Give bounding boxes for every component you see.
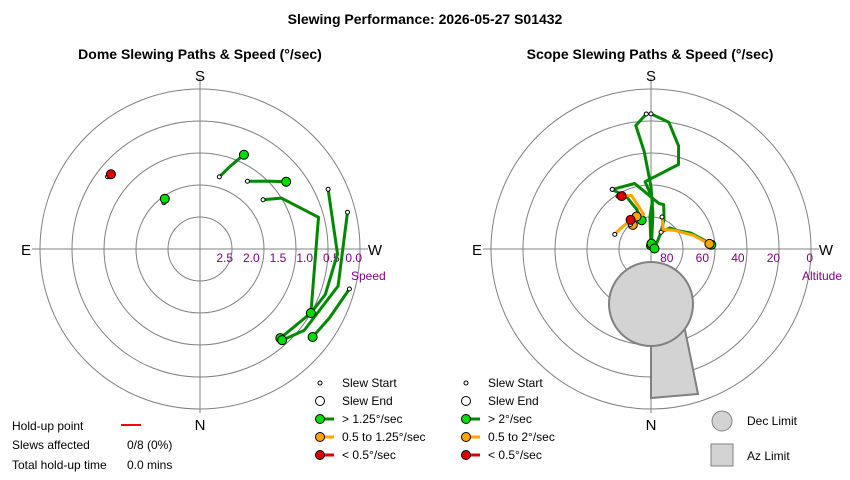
- scope-slew-start-marker: [643, 111, 649, 117]
- dec-limit-region: [608, 261, 694, 347]
- scope-slew-start-marker: [612, 231, 618, 237]
- scope-slew-start-marker: [648, 111, 654, 117]
- scope-compass-east: E: [472, 242, 482, 259]
- scope-slew-end-marker: [649, 243, 660, 254]
- dome-slew-start-marker: [260, 197, 266, 203]
- legend-item-label: 0.5 to 1.25°/sec: [342, 430, 426, 444]
- scope-slew-path: [634, 112, 655, 246]
- dec-limit-legend-swatch: [711, 410, 733, 432]
- legend-item-label: < 0.5°/sec: [342, 448, 396, 462]
- scope-slew-start-marker: [659, 214, 665, 220]
- dome-slew-end-marker: [307, 331, 318, 342]
- legend-speed-marker-swatch: [461, 414, 471, 424]
- total-holdup-label: Total hold-up time: [12, 458, 107, 472]
- dome-slew-path: [311, 287, 351, 339]
- legend-slew-start-swatch: [463, 380, 469, 386]
- figure-title: Slewing Performance: 2026-05-27 S01432: [288, 11, 563, 27]
- legend-slew-end-swatch: [461, 396, 471, 406]
- dome-slew-end-marker: [305, 308, 316, 318]
- legend-item-label: > 2°/sec: [488, 412, 532, 426]
- dome-slew-end-marker: [159, 193, 170, 204]
- dome-slew-start-marker: [325, 186, 331, 192]
- scope-limits: [608, 261, 700, 400]
- scope-slew-start-marker: [609, 186, 615, 192]
- scope-radial-ticks: 80 60 40 20 0: [660, 251, 813, 265]
- dome-chart-title: Dome Slewing Paths & Speed (°/sec): [78, 46, 322, 62]
- scope-polar-chart: Scope Slewing Paths & Speed (°/sec) S N …: [472, 46, 842, 434]
- scope-radial-axis-name: Altitude: [802, 269, 842, 283]
- legend-speed-marker-swatch: [461, 450, 471, 460]
- dome-slew-end-marker: [281, 176, 292, 187]
- scope-compass-south: S: [646, 68, 656, 85]
- dome-slew-end-marker: [277, 335, 288, 346]
- total-holdup-value: 0.0 mins: [127, 458, 172, 472]
- legend-speed-marker-swatch: [315, 432, 325, 442]
- scope-radial-tick-label: 60: [696, 251, 710, 265]
- legend-item-label: Slew End: [342, 394, 393, 408]
- scope-chart-title: Scope Slewing Paths & Speed (°/sec): [527, 46, 774, 62]
- scope-radial-tick-label: 20: [767, 251, 781, 265]
- dome-slew-start-marker: [244, 178, 250, 184]
- dome-slew-paths: [105, 149, 352, 346]
- slews-affected-value: 0/8 (0%): [127, 438, 172, 452]
- legend-speed-marker-swatch: [461, 432, 471, 442]
- scope-compass-west: W: [819, 242, 834, 259]
- scope-slew-path: [643, 112, 681, 247]
- scope-radial-tick-label: 40: [731, 251, 745, 265]
- dome-compass-east: E: [21, 242, 31, 259]
- dome-compass-west: W: [368, 242, 383, 259]
- dome-radial-tick-label: 2.0: [243, 251, 260, 265]
- scope-legend: Slew Start Slew End > 2°/sec 0.5 to 2°/sec <…: [461, 376, 555, 462]
- dome-slew-path: [245, 179, 288, 184]
- az-limit-legend-swatch: [710, 443, 734, 467]
- dome-radial-tick-label: 2.5: [216, 251, 233, 265]
- scope-slew-path: [660, 215, 711, 246]
- legend-speed-marker-swatch: [315, 450, 325, 460]
- limits-legend: Dec Limit Az Limit: [710, 410, 798, 467]
- dome-slew-path: [261, 196, 320, 340]
- dome-slew-end-marker: [238, 149, 249, 160]
- legend-item-label: < 0.5°/sec: [488, 448, 542, 462]
- legend-item-label: Slew Start: [342, 376, 397, 390]
- dome-polar-grid: [32, 78, 368, 413]
- scope-radial-tick-label: 80: [660, 251, 674, 265]
- dome-radial-ticks: 2.5 2.0 1.5 1.0 0.5 0.0: [216, 251, 362, 265]
- dome-radial-tick-label: 1.0: [296, 251, 313, 265]
- dec-limit-legend-label: Dec Limit: [747, 414, 798, 428]
- legend-slew-end-swatch: [315, 396, 325, 406]
- dome-slew-start-marker: [346, 286, 352, 292]
- legend-item-label: 0.5 to 2°/sec: [488, 430, 555, 444]
- dome-slew-path: [217, 153, 246, 179]
- legend-speed-marker-swatch: [315, 414, 325, 424]
- dome-radial-tick-label: 1.5: [270, 251, 287, 265]
- dome-slew-start-marker: [344, 209, 350, 215]
- legend-item-label: Slew End: [488, 394, 539, 408]
- dome-legend: Slew Start Slew End > 1.25°/sec 0.5 to 1.25…: [315, 376, 426, 462]
- holdup-info: Hold-up point Slews affected 0/8 (0%) To…: [12, 419, 172, 472]
- slews-affected-label: Slews affected: [12, 438, 90, 452]
- scope-slew-end-marker: [704, 238, 715, 249]
- dome-compass-south: S: [195, 68, 205, 85]
- dome-slew-path: [280, 210, 349, 342]
- az-limit-legend-label: Az Limit: [747, 449, 790, 463]
- dome-slew-end-marker: [105, 169, 116, 180]
- scope-radial-tick-label: 0: [806, 251, 813, 265]
- dome-radial-tick-label: 0.0: [345, 251, 362, 265]
- legend-item-label: > 1.25°/sec: [342, 412, 403, 426]
- legend-item-label: Slew Start: [488, 376, 543, 390]
- legend-slew-start-swatch: [317, 380, 323, 386]
- scope-compass-north: N: [646, 417, 657, 434]
- dome-slew-start-marker: [216, 174, 222, 180]
- dome-radial-axis-name: Speed: [351, 269, 386, 283]
- scope-slew-end-marker: [625, 214, 636, 225]
- dome-polar-chart: Dome Slewing Paths & Speed (°/sec) S N E…: [21, 46, 386, 434]
- scope-slew-start-marker: [658, 229, 664, 235]
- dome-slew-path: [309, 187, 339, 315]
- scope-slew-paths: [609, 111, 717, 254]
- scope-slew-end-marker: [616, 191, 627, 202]
- holdup-point-label: Hold-up point: [12, 419, 84, 433]
- dome-compass-north: N: [195, 417, 206, 434]
